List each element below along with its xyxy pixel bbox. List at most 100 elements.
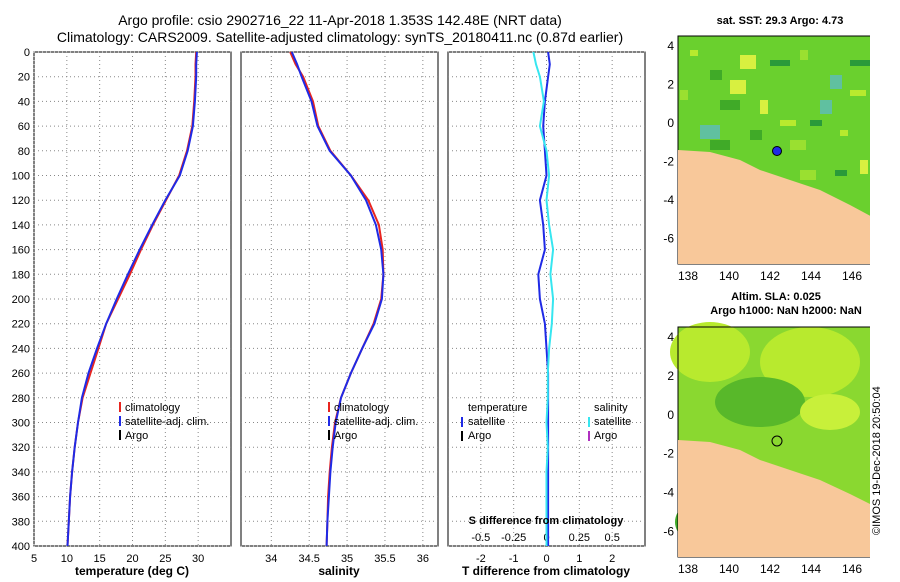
sst-patch (770, 60, 790, 66)
map-lat-tick: 0 (667, 116, 674, 130)
x-tick-label: -2 (476, 553, 486, 565)
depth-tick-label: 140 (12, 220, 30, 232)
legend-climatology-s: climatology (334, 402, 390, 414)
depth-tick-label: 280 (12, 393, 30, 405)
sst-patch (800, 50, 808, 60)
salinity-panel (240, 51, 439, 547)
sst-patch (720, 100, 740, 110)
depth-tick-label: 320 (12, 442, 30, 454)
temperature-xlabel: temperature (deg C) (75, 564, 189, 578)
map-lon-tick: 144 (801, 562, 821, 576)
map-lat-tick: -4 (663, 486, 674, 500)
x-tick-label: 34 (265, 553, 277, 565)
series-line-satellite-adj-clim- (290, 51, 385, 547)
depth-tick-label: 400 (12, 541, 30, 553)
s-difference-label: S difference from climatology (469, 515, 625, 527)
depth-tick-label: 300 (12, 418, 30, 430)
map-lat-tick: -4 (663, 193, 674, 207)
sla-map-title-2: Argo h1000: NaN h2000: NaN (710, 305, 862, 317)
title-line-2: Climatology: CARS2009. Satellite-adjuste… (56, 29, 624, 45)
sst-patch (850, 90, 866, 96)
map-lat-tick: -6 (663, 232, 674, 246)
temperature-panel (33, 51, 232, 547)
depth-tick-label: 0 (24, 47, 30, 59)
x-tick-label: 35.5 (374, 553, 395, 565)
sst-map-title: sat. SST: 29.3 Argo: 4.73 (716, 15, 844, 27)
legend-climatology: climatology (125, 402, 181, 414)
sst-patch (790, 140, 806, 150)
map-lon-tick: 140 (719, 269, 739, 280)
sst-patch (730, 80, 746, 94)
depth-tick-label: 260 (12, 368, 30, 380)
sst-patch (690, 50, 698, 56)
map-lat-tick: -2 (663, 447, 674, 461)
depth-tick-label: 80 (18, 146, 30, 158)
map-lon-tick: 138 (678, 562, 698, 576)
sst-patch (850, 60, 870, 66)
x-tick-label: 5 (31, 553, 37, 565)
legend-temperature-heading: temperature (468, 402, 527, 414)
sla-land (678, 440, 870, 557)
x-tick-label: 1 (576, 553, 582, 565)
sst-map: 4 2 0 -2 -4 -6 138 140 142 144 146 (663, 35, 870, 280)
sst-land (678, 150, 870, 264)
sst-patch (810, 120, 822, 126)
map-lon-tick: 138 (678, 269, 698, 280)
sst-patch (700, 125, 720, 139)
top-tick-label: 0.5 (605, 532, 620, 544)
x-tick-label: 20 (126, 553, 138, 565)
sst-patch (835, 170, 847, 176)
depth-tick-label: 40 (18, 96, 30, 108)
argo-float-marker-sla (771, 435, 783, 447)
legend-t-satellite: satellite (468, 416, 505, 428)
sst-patch (680, 90, 688, 100)
legend-satellite-s: satellite-adj. clim. (334, 416, 418, 428)
sst-patch (800, 170, 816, 180)
map-lon-tick: 146 (842, 562, 862, 576)
sst-patch (820, 100, 832, 114)
x-tick-label: 34.5 (298, 553, 319, 565)
map-lat-tick: 2 (667, 78, 674, 92)
title-line-1: Argo profile: csio 2902716_22 11-Apr-201… (118, 12, 562, 28)
sst-patch (710, 70, 722, 80)
sla-map: 4 2 0 -2 -4 -6 138 140 142 144 146 (663, 322, 870, 576)
map-lat-tick: 2 (667, 369, 674, 383)
depth-tick-label: 200 (12, 294, 30, 306)
depth-tick-label: 180 (12, 269, 30, 281)
sst-patch (780, 120, 796, 126)
depth-tick-label: 380 (12, 516, 30, 528)
map-lon-tick: 140 (719, 562, 739, 576)
map-lat-tick: 4 (667, 330, 674, 344)
depth-tick-label: 60 (18, 121, 30, 133)
map-lon-tick: 144 (801, 269, 821, 280)
map-lat-tick: -2 (663, 155, 674, 169)
salinity-legend: climatology satellite-adj. clim. Argo (328, 402, 418, 442)
imos-credit: ©IMOS 19-Dec-2018 20:50:04 (871, 386, 883, 535)
salinity-xlabel: salinity (318, 564, 360, 578)
legend-s-satellite: satellite (594, 416, 631, 428)
legend-argo: Argo (125, 430, 148, 442)
depth-tick-label: 360 (12, 492, 30, 504)
sst-patch (830, 75, 842, 89)
sst-patch (860, 160, 868, 174)
map-lon-tick: 146 (842, 269, 862, 280)
sst-patch (710, 140, 730, 150)
x-tick-label: 15 (94, 553, 106, 565)
sst-patch (740, 55, 756, 69)
depth-tick-label: 20 (18, 72, 30, 84)
depth-tick-label: 100 (12, 171, 30, 183)
x-tick-label: 2 (609, 553, 615, 565)
legend-argo-s: Argo (334, 430, 357, 442)
depth-tick-label: 340 (12, 467, 30, 479)
legend-salinity-heading: salinity (594, 402, 628, 414)
difference-xlabel: T difference from climatology (462, 564, 630, 578)
difference-legend: temperature salinity satellite Argo sate… (461, 402, 631, 442)
top-tick-label: 0.25 (569, 532, 590, 544)
map-lon-tick: 142 (760, 562, 780, 576)
map-lat-tick: 4 (667, 39, 674, 53)
sst-patch (750, 130, 762, 140)
x-tick-label: 0 (543, 553, 549, 565)
series-line-satellite-adj-clim- (66, 51, 198, 547)
sst-patch (760, 100, 768, 114)
